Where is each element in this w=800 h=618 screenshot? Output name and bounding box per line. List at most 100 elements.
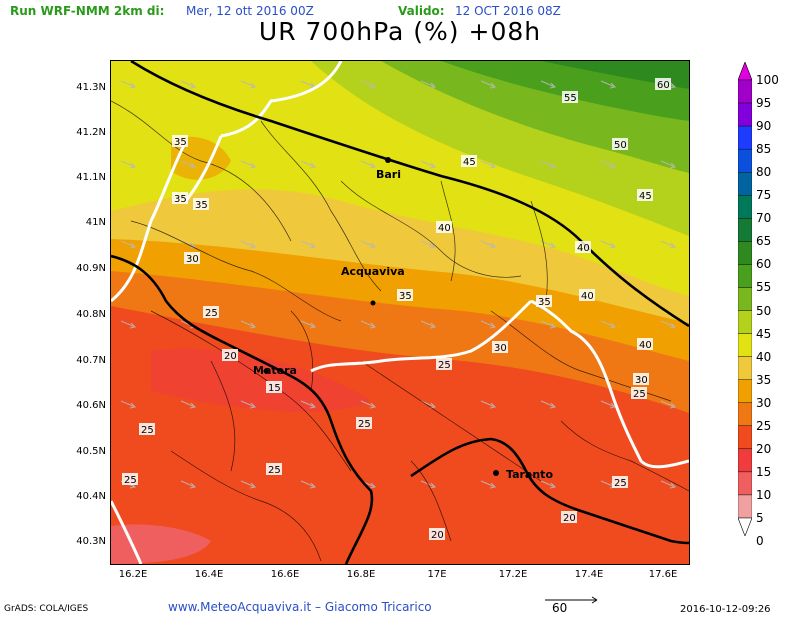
- map-title: UR 700hPa (%) +08h: [258, 17, 542, 46]
- colorbar-bottom-triangle: [738, 517, 752, 536]
- run-label: Run WRF-NMM 2km di:: [10, 4, 165, 18]
- colorbar-label: 50: [756, 303, 772, 318]
- footer-timestamp: 2016-10-12-09:26: [680, 604, 771, 615]
- colorbar-label: 60: [756, 257, 772, 272]
- valid-label: Valido:: [398, 4, 445, 18]
- colorbar-label: 45: [756, 326, 772, 341]
- colorbar-label: 70: [756, 211, 772, 226]
- contour-label: 30: [633, 373, 649, 386]
- contour-label: 45: [637, 189, 653, 202]
- svg-text:35: 35: [195, 200, 208, 211]
- contour-label: 30: [184, 252, 200, 265]
- lon-label: 17.6E: [648, 569, 678, 580]
- place-markers: [263, 157, 499, 476]
- colorbar-label: 5: [756, 511, 764, 525]
- lon-label: 16.2E: [118, 569, 148, 580]
- contour-label: 40: [575, 241, 591, 254]
- svg-text:35: 35: [174, 194, 187, 205]
- regional-boundaries: [111, 61, 689, 564]
- contour-label: 20: [222, 349, 238, 362]
- svg-text:25: 25: [438, 360, 451, 371]
- contour-label: 15: [266, 381, 282, 394]
- colorbar-label: 80: [756, 165, 772, 180]
- svg-text:60: 60: [657, 80, 670, 91]
- svg-text:40: 40: [581, 291, 594, 302]
- band-60: [541, 61, 689, 89]
- run-date: Mer, 12 ott 2016 00Z: [186, 4, 314, 18]
- svg-text:20: 20: [431, 530, 444, 541]
- contour-label: 55: [562, 91, 578, 104]
- lon-label: 16.4E: [194, 569, 224, 580]
- lon-label: 17.4E: [574, 569, 604, 580]
- contour-label: 35: [193, 198, 209, 211]
- svg-text:55: 55: [564, 93, 577, 104]
- place-label-bari: Bari: [376, 168, 401, 181]
- colorbar-swatch: [738, 125, 752, 150]
- colorbar-label: 20: [756, 441, 772, 456]
- svg-text:25: 25: [124, 475, 137, 486]
- svg-text:25: 25: [205, 308, 218, 319]
- colorbar-label: 90: [756, 119, 772, 134]
- svg-text:20: 20: [563, 513, 576, 524]
- colorbar-label: 0: [756, 534, 764, 549]
- colorbar-swatch: [738, 310, 752, 334]
- colorbar-label: 40: [756, 349, 772, 364]
- colorbar-swatch: [738, 218, 752, 242]
- svg-text:15: 15: [268, 383, 281, 394]
- contour-label: 25: [139, 423, 155, 436]
- svg-text:25: 25: [141, 425, 154, 436]
- humidity-map: Bari Acquaviva Matera Taranto 60 55 50 45 45 40 4…: [111, 61, 689, 564]
- lat-label: 41N: [85, 217, 106, 228]
- footer-credit: GrADS: COLA/IGES: [4, 604, 89, 614]
- contour-label: 25: [266, 463, 282, 476]
- lat-label: 40.7N: [76, 355, 106, 366]
- colorbar-label: 10: [756, 487, 772, 502]
- colorbar-top-triangle: [738, 62, 752, 81]
- svg-text:30: 30: [635, 375, 648, 386]
- contour-label: 25: [631, 387, 647, 400]
- colorbar-swatch: [738, 287, 752, 311]
- svg-text:35: 35: [538, 297, 551, 308]
- svg-text:25: 25: [633, 389, 646, 400]
- colorbar-label: 75: [756, 188, 772, 203]
- colorbar-label: 15: [756, 464, 772, 479]
- svg-text:30: 30: [186, 254, 199, 265]
- contour-label: 40: [436, 221, 452, 234]
- colorbar-swatch: [738, 241, 752, 265]
- contour-label: 35: [397, 289, 413, 302]
- lat-label: 40.9N: [76, 263, 106, 274]
- contour-label: 20: [429, 528, 445, 541]
- lat-label: 40.3N: [76, 536, 106, 547]
- svg-text:30: 30: [494, 343, 507, 354]
- lat-label: 40.6N: [76, 400, 106, 411]
- svg-text:45: 45: [463, 157, 476, 168]
- svg-text:20: 20: [224, 351, 237, 362]
- contour-label: 25: [122, 473, 138, 486]
- place-label-matera: Matera: [253, 364, 297, 377]
- colorbar-swatch: [738, 195, 752, 219]
- colorbar-swatch: [738, 402, 752, 426]
- contour-label: 25: [356, 417, 372, 430]
- lat-label: 41.2N: [76, 127, 106, 138]
- contour-label: 35: [172, 192, 188, 205]
- colorbar-swatch: [738, 264, 752, 288]
- colorbar-swatch: [738, 79, 752, 104]
- contour-label: 40: [637, 338, 653, 351]
- colorbar-swatch: [738, 148, 752, 173]
- lat-label: 40.5N: [76, 446, 106, 457]
- colorbar-label: 65: [756, 234, 772, 249]
- contour-label: 35: [172, 135, 188, 148]
- wind-reference-value: 60: [552, 601, 568, 615]
- place-label-acquaviva: Acquaviva: [341, 265, 405, 278]
- svg-text:25: 25: [358, 419, 371, 430]
- lat-label: 41.1N: [76, 172, 106, 183]
- colorbar-label: 85: [756, 142, 772, 157]
- colorbar-label: 95: [756, 96, 772, 111]
- colorbar-label: 55: [756, 280, 772, 295]
- contour-labels: 60 55 50 45 45 40 40 40 40 35 35 35 35 35 30 30 30 25 25 25…: [122, 78, 671, 541]
- svg-text:25: 25: [268, 465, 281, 476]
- contour-label: 25: [612, 476, 628, 489]
- wind-reference-arrow: [545, 596, 598, 604]
- place-label-taranto: Taranto: [506, 468, 553, 481]
- colorbar-label: 35: [756, 372, 772, 387]
